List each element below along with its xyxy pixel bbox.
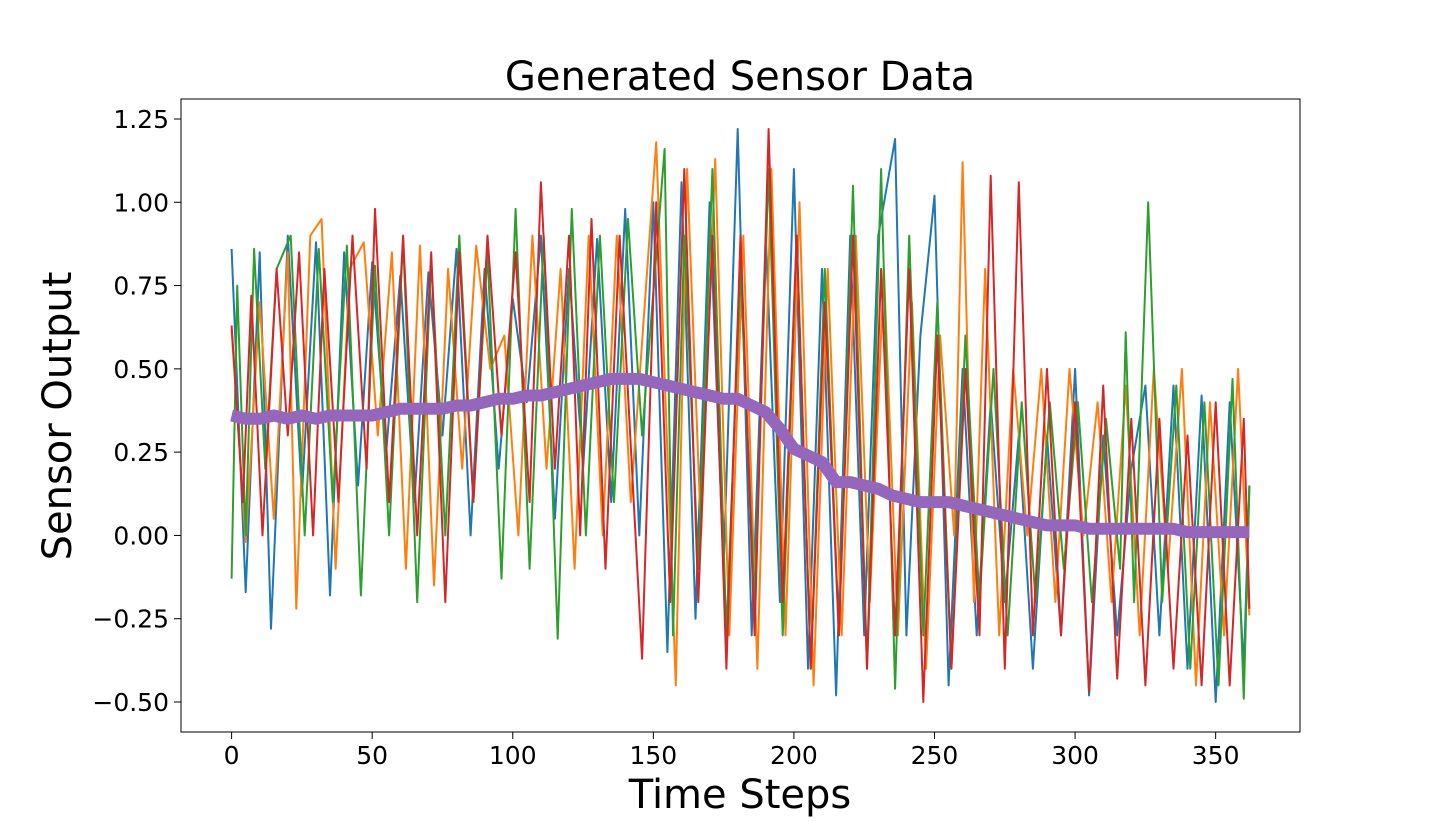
y-axis-label: Sensor Output [35,272,81,561]
chart-title: Generated Sensor Data [505,54,975,100]
x-tick-label: 150 [629,741,677,770]
x-axis-ticks: 0 50 100 150 200 250 300 350 [224,732,1240,770]
y-tick-label: −0.25 [92,605,169,634]
x-tick-label: 100 [489,741,537,770]
y-tick-label: −0.50 [92,688,169,717]
y-tick-label: 0.00 [113,521,169,550]
x-tick-label: 300 [1051,741,1099,770]
x-tick-label: 350 [1192,741,1240,770]
y-tick-label: 1.00 [113,188,169,217]
x-tick-label: 200 [770,741,818,770]
x-axis-label: Time Steps [628,772,852,818]
y-tick-label: 0.25 [113,438,169,467]
x-tick-label: 50 [356,741,388,770]
series-line-5 [230,372,1250,539]
y-tick-label: 0.75 [113,272,169,301]
y-axis-ticks: −0.50 −0.25 0.00 0.25 0.50 0.75 1.00 1.25 [92,105,181,717]
y-tick-label: 1.25 [113,105,169,134]
y-tick-label: 0.50 [113,355,169,384]
plot-frame [180,98,1301,733]
series-line-4 [230,128,1251,703]
series-layer [230,128,1251,703]
x-tick-label: 0 [224,741,240,770]
x-tick-label: 250 [911,741,959,770]
